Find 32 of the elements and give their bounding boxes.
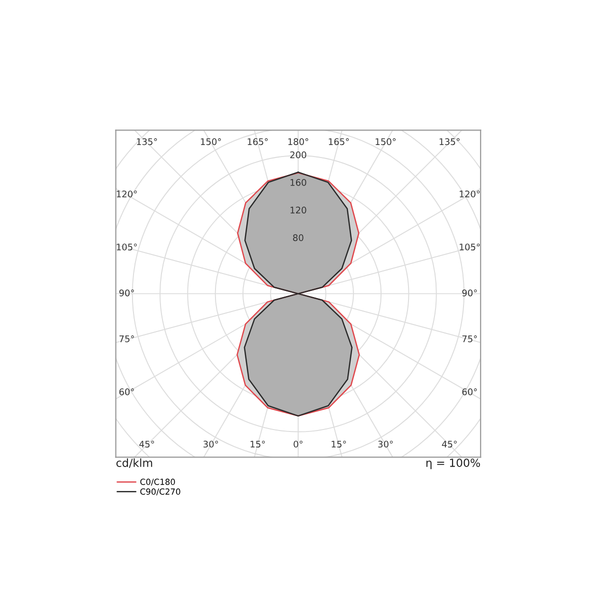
y-tick-label: 80	[293, 234, 304, 242]
spoke-label: 120°	[460, 190, 480, 198]
spoke-label: 15°	[332, 440, 346, 448]
spoke-label: 165°	[328, 138, 349, 146]
spoke-label: 30°	[204, 440, 218, 448]
spoke-label: 165°	[248, 138, 268, 146]
spoke-label: 135°	[440, 138, 460, 146]
spoke-label: 105°	[116, 244, 137, 250]
spoke-label: 120°	[116, 190, 137, 198]
spoke-label: 30°	[378, 440, 393, 448]
spoke-label: 90°	[119, 289, 134, 296]
spoke-label: 105°	[460, 244, 480, 250]
y-tick-label: 120	[290, 206, 306, 214]
spoke-label: 150°	[200, 138, 221, 146]
spoke-label: 60°	[119, 388, 134, 396]
spoke-label: 75°	[462, 335, 477, 342]
legend-label: C0/C180	[140, 478, 175, 486]
spoke-label: 60°	[462, 388, 477, 396]
spoke-label: 180°	[288, 138, 308, 146]
spoke-label: 45°	[139, 440, 154, 448]
y-tick-label: 200	[290, 151, 306, 158]
spoke-label: 45°	[442, 440, 457, 448]
legend-label: C90/C270	[140, 488, 180, 496]
spoke-label: 0°	[294, 440, 302, 448]
spoke-label: 75°	[119, 335, 134, 342]
text: cd/klm	[116, 458, 152, 468]
spoke-label: 90°	[462, 289, 477, 296]
text: η = 100%	[426, 458, 480, 470]
spoke-label: 150°	[376, 138, 396, 146]
spoke-label: 15°	[250, 440, 265, 448]
spoke-label: 135°	[136, 138, 157, 146]
y-tick-label: 160	[290, 179, 306, 186]
